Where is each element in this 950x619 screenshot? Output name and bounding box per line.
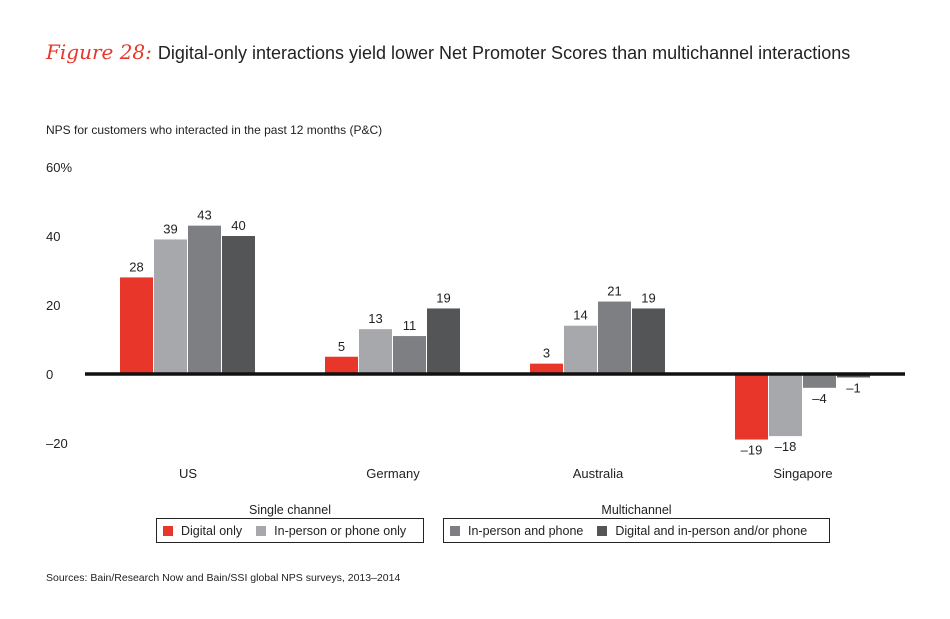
x-tick-label: Singapore [773,466,832,481]
data-label: 5 [338,339,345,354]
bar [325,356,358,374]
data-label: –4 [812,391,826,406]
legend-single-channel: Digital only In-person or phone only [156,518,424,543]
bar [803,374,836,388]
legend-label: In-person or phone only [274,523,407,538]
data-label: 40 [231,218,245,233]
bar [120,277,153,374]
data-label: 11 [403,318,417,333]
x-tick-label: Australia [573,466,624,481]
figure-number: Figure 28: [46,40,152,64]
figure-title: Figure 28: Digital-only interactions yiel… [46,40,850,64]
figure-title-text: Digital-only interactions yield lower Ne… [157,43,851,63]
legend-swatch [163,525,173,536]
data-label: –1 [846,380,860,395]
data-label: 19 [436,290,450,305]
x-tick-label: US [179,466,197,481]
bar [735,374,768,440]
y-tick-label: 60% [46,160,72,175]
bar [632,308,665,374]
bar [769,374,802,437]
bar [154,239,187,374]
legend-item-inperson-or-phone: In-person or phone only [256,524,406,538]
data-label: 14 [573,308,587,323]
source-note: Sources: Bain/Research Now and Bain/SSI … [46,572,401,584]
legend-group-multi: Multichannel [601,503,672,517]
bar [564,325,597,374]
data-label: 19 [641,290,655,305]
data-label: –19 [741,443,763,458]
bar [427,308,460,374]
bar [530,363,563,374]
bar [222,236,255,374]
data-label: 21 [607,284,621,299]
legend-label: Digital only [181,523,243,538]
y-tick-label: –20 [46,436,68,451]
legend-swatch [597,525,608,536]
legend-item-digital-and-inperson: Digital and in-person and/or phone [597,524,807,538]
data-label: 13 [368,311,382,326]
bar [188,225,221,374]
legend-item-digital-only: Digital only [163,524,242,538]
data-label: 3 [543,346,550,361]
y-tick-label: 40 [46,229,60,244]
legend-label: In-person and phone [468,523,584,538]
legend-swatch [450,525,460,536]
x-tick-label: Germany [366,466,420,481]
legend-swatch [256,525,267,536]
legend-multichannel: In-person and phone Digital and in-perso… [443,518,830,543]
legend-item-inperson-and-phone: In-person and phone [450,524,583,538]
bar [393,336,426,374]
data-label: 39 [163,221,177,236]
y-axis-label: NPS for customers who interacted in the … [46,123,383,137]
y-tick-label: 20 [46,298,60,313]
bar [359,329,392,374]
legend-group-single: Single channel [248,503,331,517]
data-label: 43 [197,208,211,223]
data-label: –18 [775,439,797,454]
legend-label: Digital and in-person and/or phone [615,523,808,538]
data-label: 28 [129,259,143,274]
bar [598,301,631,374]
y-tick-label: 0 [46,367,53,382]
